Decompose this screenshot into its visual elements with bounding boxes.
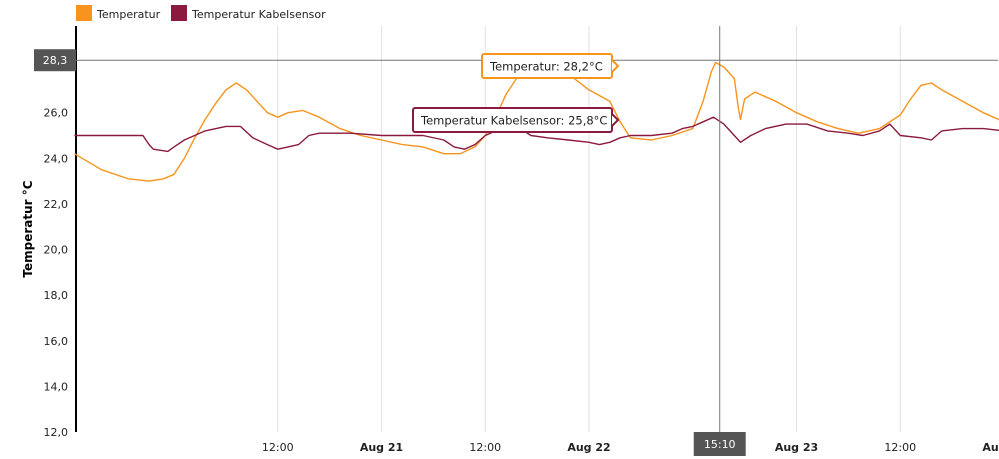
legend-label-kabelsensor: Temperatur Kabelsensor	[191, 8, 326, 21]
legend-label-temperatur: Temperatur	[96, 8, 161, 21]
x-tick-label: 12:00	[884, 441, 916, 454]
y-tick-label: 24,0	[44, 152, 69, 165]
x-tick-label: Aug 22	[567, 441, 610, 454]
x-tick-label: Aug 21	[360, 441, 403, 454]
y-tick-label: 18,0	[44, 289, 69, 302]
y-axis-ticks: 12,0 14,0 16,0 18,0 20,0 22,0 24,0 26,0	[44, 107, 69, 439]
y-tick-label: 26,0	[44, 107, 69, 120]
tooltip-kabelsensor: Temperatur Kabelsensor: 25,8°C	[412, 107, 620, 133]
tooltip-temperatur: Temperatur: 28,2°C	[481, 53, 620, 79]
tooltips: Temperatur: 28,2°C Temperatur Kabelsensor…	[412, 53, 620, 133]
series-line-kabelsensor[interactable]	[74, 116, 999, 153]
x-tick-label: Aug 24	[982, 441, 999, 454]
legend: Temperatur Temperatur Kabelsensor	[76, 5, 326, 21]
crosshair-y-label: 28,3	[43, 54, 68, 67]
crosshair-x-badge	[693, 432, 746, 456]
crosshair-x-label: 15:10	[704, 438, 736, 451]
legend-item-kabelsensor[interactable]: Temperatur Kabelsensor	[171, 5, 326, 21]
grid-lines	[277, 26, 901, 432]
y-tick-label: 16,0	[44, 335, 69, 348]
crosshair-y-badge	[34, 49, 76, 72]
y-tick-label: 20,0	[44, 244, 69, 257]
y-tick-label: 14,0	[44, 380, 69, 393]
tooltip-text: Temperatur: 28,2°C	[489, 60, 603, 74]
y-tick-label: 12,0	[44, 426, 69, 439]
tooltip-pointer	[611, 59, 620, 73]
crosshair: 28,3 15:10	[34, 26, 998, 456]
legend-swatch-kabelsensor	[171, 5, 187, 21]
legend-item-temperatur[interactable]: Temperatur	[76, 5, 161, 21]
tooltip-text: Temperatur Kabelsensor: 25,8°C	[420, 114, 607, 128]
x-tick-label: 12:00	[262, 441, 294, 454]
legend-swatch-temperatur	[76, 5, 92, 21]
x-axis-ticks: 12:00 Aug 21 12:00 Aug 22 Aug 23 12:00 Aug 24	[262, 441, 999, 454]
y-tick-label: 22,0	[44, 198, 69, 211]
x-tick-label: Aug 23	[775, 441, 818, 454]
tooltip-pointer	[611, 113, 620, 127]
y-axis-label: Temperatur °C	[21, 180, 35, 277]
x-tick-label: 12:00	[469, 441, 501, 454]
